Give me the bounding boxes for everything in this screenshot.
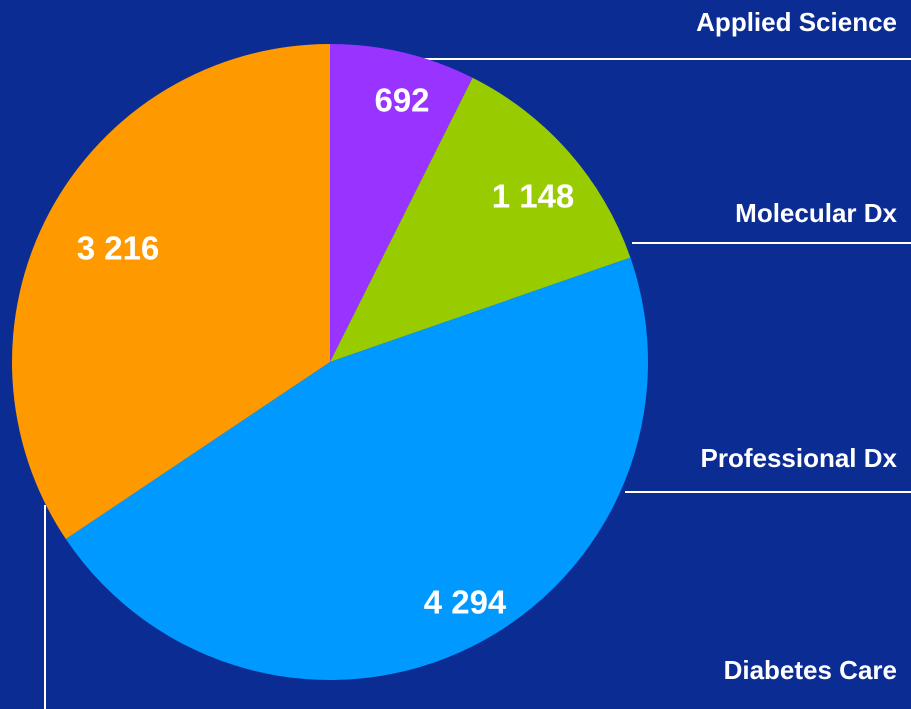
leader-lines [44, 58, 911, 709]
category-label: Molecular Dx [735, 198, 897, 228]
pie-slice [65, 257, 648, 680]
category-label: Applied Science [696, 7, 897, 37]
pie-slice [11, 44, 330, 540]
value-label: 692 [374, 82, 429, 119]
value-label: 3 216 [77, 230, 160, 267]
value-label: 4 294 [424, 584, 507, 621]
value-label: 1 148 [492, 178, 575, 215]
pie-slice [330, 44, 473, 362]
category-label: Professional Dx [700, 443, 897, 473]
slices [11, 44, 648, 680]
category-label: Diabetes Care [724, 655, 897, 685]
pie-slice [330, 77, 631, 363]
